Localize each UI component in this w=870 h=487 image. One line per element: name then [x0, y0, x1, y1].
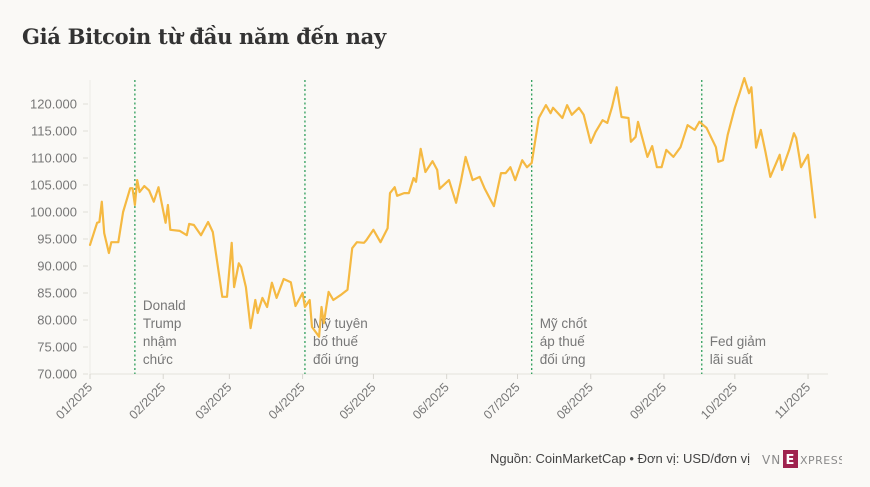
svg-text:E: E — [786, 453, 795, 468]
event-annotation-label: chức — [143, 352, 173, 367]
source-note: Nguồn: CoinMarketCap • Đơn vị: USD/đơn v… — [489, 451, 750, 466]
event-annotation-label: nhậm — [143, 334, 177, 349]
y-tick-label: 70.000 — [37, 367, 77, 382]
event-annotation-label: đối ứng — [540, 352, 586, 367]
svg-text:VN: VN — [762, 453, 781, 467]
y-tick-label: 75.000 — [37, 340, 77, 355]
y-tick-label: 100.000 — [30, 205, 77, 220]
event-annotation-label: Mỹ chốt — [540, 316, 588, 331]
y-tick-label: 95.000 — [37, 232, 77, 247]
x-tick-label: 11/2025 — [772, 380, 813, 421]
event-annotation-label: lãi suất — [710, 352, 753, 367]
x-tick-label: 07/2025 — [481, 380, 523, 422]
chart-title: Giá Bitcoin từ đầu năm đến nay — [22, 24, 386, 49]
event-annotation-label: Trump — [143, 316, 182, 331]
vnexpress-logo: VN E XPRESS — [762, 450, 842, 468]
x-tick-label: 10/2025 — [698, 380, 740, 422]
bitcoin-price-chart: 70.000 75.000 80.000 85.000 90.000 95.000 100.… — [30, 76, 828, 422]
event-annotation-label: Donald — [143, 298, 186, 313]
y-tick-label: 90.000 — [37, 259, 77, 274]
x-tick-label: 04/2025 — [266, 380, 308, 422]
price-line — [88, 76, 817, 338]
x-tick-label: 08/2025 — [554, 380, 596, 422]
event-annotation-label: Mỹ tuyên — [313, 316, 368, 331]
event-annotation-label: bố thuế — [313, 334, 359, 349]
y-tick-label: 80.000 — [37, 313, 77, 328]
y-tick-label: 110.000 — [31, 151, 77, 166]
event-annotation-label: áp thuế — [540, 334, 586, 349]
x-tick-label: 03/2025 — [193, 380, 235, 422]
y-tick-label: 115.000 — [31, 124, 77, 139]
y-tick-label: 85.000 — [37, 286, 77, 301]
x-tick-label: 05/2025 — [337, 380, 379, 422]
y-tick-label: 120.000 — [30, 97, 77, 112]
event-annotation-label: đối ứng — [313, 352, 359, 367]
x-tick-label: 02/2025 — [126, 380, 168, 422]
event-annotation-label: Fed giảm — [710, 334, 766, 349]
x-tick-label: 06/2025 — [410, 380, 452, 422]
svg-text:XPRESS: XPRESS — [800, 454, 842, 467]
y-tick-label: 105.000 — [30, 178, 77, 193]
x-tick-label: 09/2025 — [627, 380, 669, 422]
x-tick-label: 01/2025 — [53, 380, 95, 422]
